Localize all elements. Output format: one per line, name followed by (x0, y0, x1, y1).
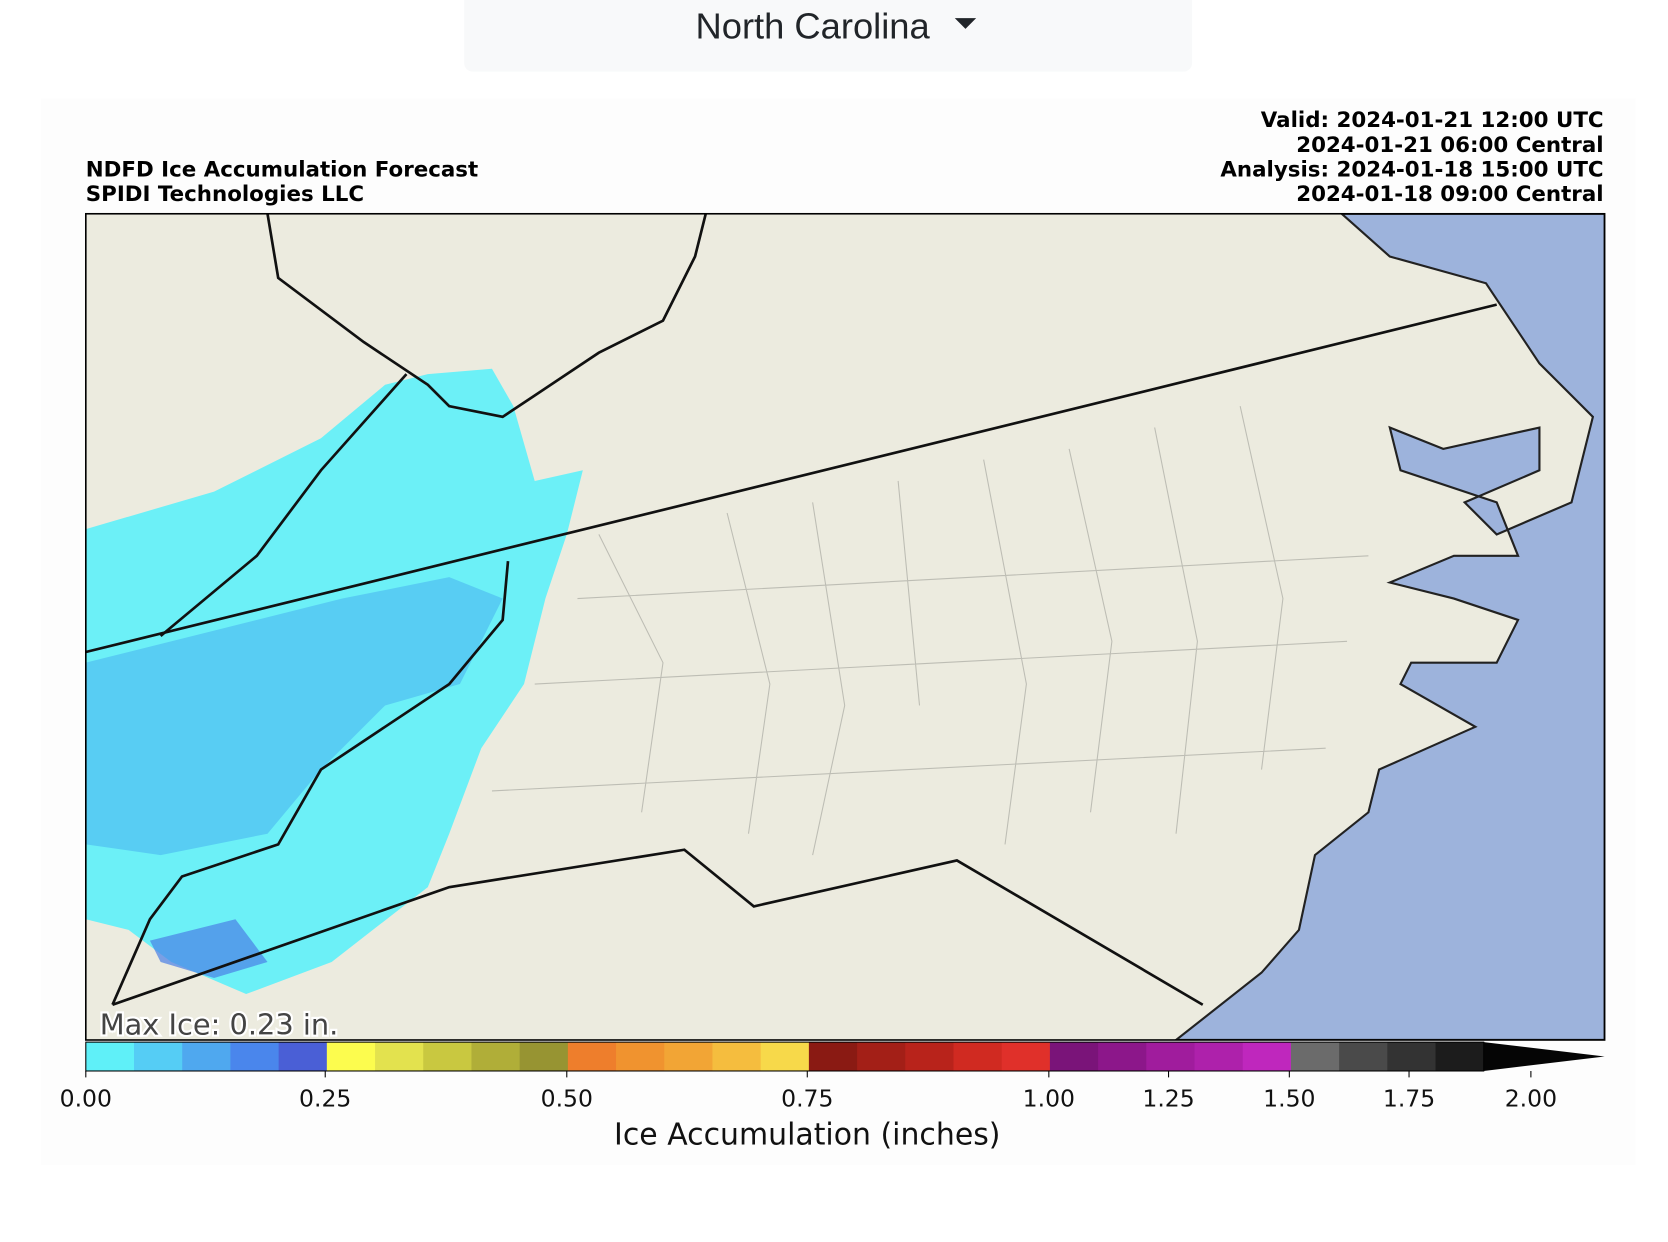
ice-area-medium (85, 577, 503, 856)
ice-area-heavy (149, 919, 268, 978)
colorbar-segment (182, 1042, 231, 1071)
colorbar-segment (519, 1042, 569, 1071)
colorbar-tick-label: 2.00 (1505, 1084, 1557, 1112)
colorbar-label: Ice Accumulation (inches) (614, 1118, 1000, 1153)
colorbar-segment (85, 1042, 135, 1071)
analysis-time: Analysis: 2024-01-18 15:00 UTC (1220, 157, 1603, 182)
colorbar-tick-label: 0.50 (541, 1084, 593, 1112)
colorbar-tick-label: 1.75 (1383, 1084, 1435, 1112)
colorbar-segment (230, 1042, 280, 1071)
colorbar-segment (616, 1042, 665, 1071)
valid-time-local: 2024-01-21 06:00 Central (1296, 133, 1603, 158)
colorbar-segment (1194, 1042, 1244, 1071)
valid-time: Valid: 2024-01-21 12:00 UTC (1261, 108, 1604, 133)
colorbar-tick-label: 0.00 (60, 1084, 112, 1112)
colorbar: 0.00 0.25 0.50 0.75 1.00 1.25 1.50 1.75 2.00 (60, 1041, 1605, 1112)
state-borders (85, 213, 1498, 1006)
colorbar-segment (423, 1042, 472, 1071)
map (85, 213, 1605, 1040)
dropdown-label[interactable]: North Carolina (696, 5, 931, 46)
colorbar-segment (1290, 1042, 1340, 1071)
map-frame (85, 212, 1606, 1041)
dropdown-caret[interactable] (954, 18, 977, 29)
ocean (1174, 213, 1605, 1040)
colorbar-segment (1387, 1042, 1437, 1071)
colorbar-extension (1483, 1042, 1605, 1071)
max-ice-label: Max Ice: 0.23 in. (100, 1008, 339, 1042)
colorbar-segment (712, 1042, 762, 1071)
colorbar-segment (1098, 1042, 1147, 1071)
colorbar-segment (1435, 1042, 1485, 1071)
map-subtitle: SPIDI Technologies LLC (86, 182, 364, 207)
colorbar-tick-label: 1.25 (1142, 1084, 1194, 1112)
colorbar-segment (760, 1042, 810, 1071)
colorbar-outline (85, 1041, 1485, 1072)
analysis-time-local: 2024-01-18 09:00 Central (1296, 182, 1603, 207)
colorbar-segment (905, 1042, 955, 1071)
colorbar-tick-label: 1.00 (1023, 1084, 1075, 1112)
colorbar-segment (278, 1042, 328, 1071)
region-dropdown[interactable]: North Carolina (464, 0, 1193, 72)
colorbar-segment (1001, 1042, 1051, 1071)
colorbar-segment (134, 1042, 183, 1071)
map-title: NDFD Ice Accumulation Forecast (86, 157, 478, 182)
colorbar-tick-label: 0.25 (299, 1084, 351, 1112)
colorbar-segment (326, 1042, 376, 1071)
dropdown-box[interactable] (464, 0, 1193, 72)
colorbar-segment (471, 1042, 521, 1071)
colorbar-segment (953, 1042, 1003, 1071)
county-lines (491, 406, 1369, 856)
colorbar-segment (1339, 1042, 1388, 1071)
colorbar-segment (375, 1042, 424, 1071)
colorbar-segment (1242, 1042, 1292, 1071)
colorbar-segment (664, 1042, 714, 1071)
colorbar-segment (808, 1042, 858, 1071)
colorbar-tick-label: 1.50 (1263, 1084, 1315, 1112)
colorbar-segment (1146, 1042, 1196, 1071)
colorbar-tick-label: 0.75 (781, 1084, 833, 1112)
colorbar-segment (857, 1042, 906, 1071)
colorbar-segment (567, 1042, 617, 1071)
colorbar-segment (1049, 1042, 1099, 1071)
